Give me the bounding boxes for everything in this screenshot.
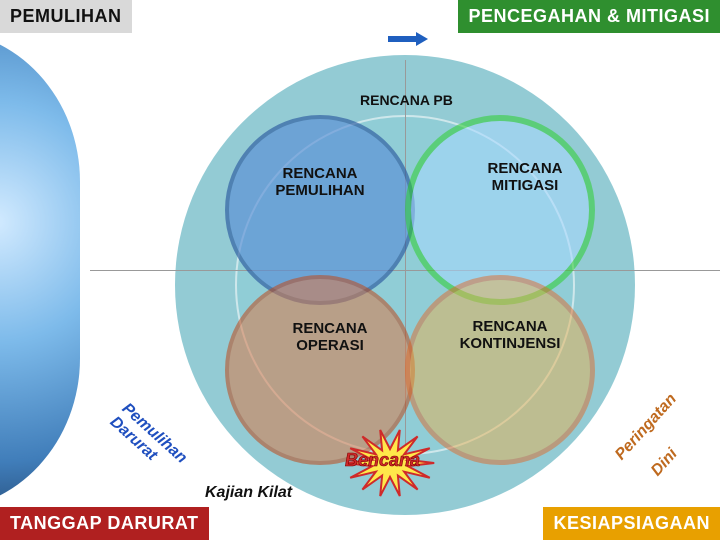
header-pemulihan: PEMULIHAN	[0, 0, 132, 33]
globe-decoration	[0, 30, 80, 510]
label-pemulihan: RENCANAPEMULIHAN	[250, 165, 390, 200]
header-kesiapsiagaan: KESIAPSIAGAAN	[543, 507, 720, 540]
label-kontinjensi: RENCANAKONTINJENSI	[440, 318, 580, 353]
label-mitigasi: RENCANAMITIGASI	[455, 160, 595, 195]
label-bencana: Bencana	[345, 450, 420, 471]
axis-vertical	[405, 60, 406, 480]
label-kajian-kilat: Kajian Kilat	[205, 484, 292, 502]
arrow-top	[388, 32, 428, 46]
angled-pemulihan-darurat: PemulihanDarurat	[106, 400, 190, 481]
header-tanggap-darurat: TANGGAP DARURAT	[0, 507, 209, 540]
label-rencana-pb: RENCANA PB	[360, 92, 453, 108]
diagram-stage: PEMULIHAN PENCEGAHAN & MITIGASI TANGGAP …	[0, 0, 720, 540]
header-pencegahan: PENCEGAHAN & MITIGASI	[458, 0, 720, 33]
label-operasi: RENCANAOPERASI	[260, 320, 400, 355]
angled-dini: Dini	[648, 446, 682, 481]
